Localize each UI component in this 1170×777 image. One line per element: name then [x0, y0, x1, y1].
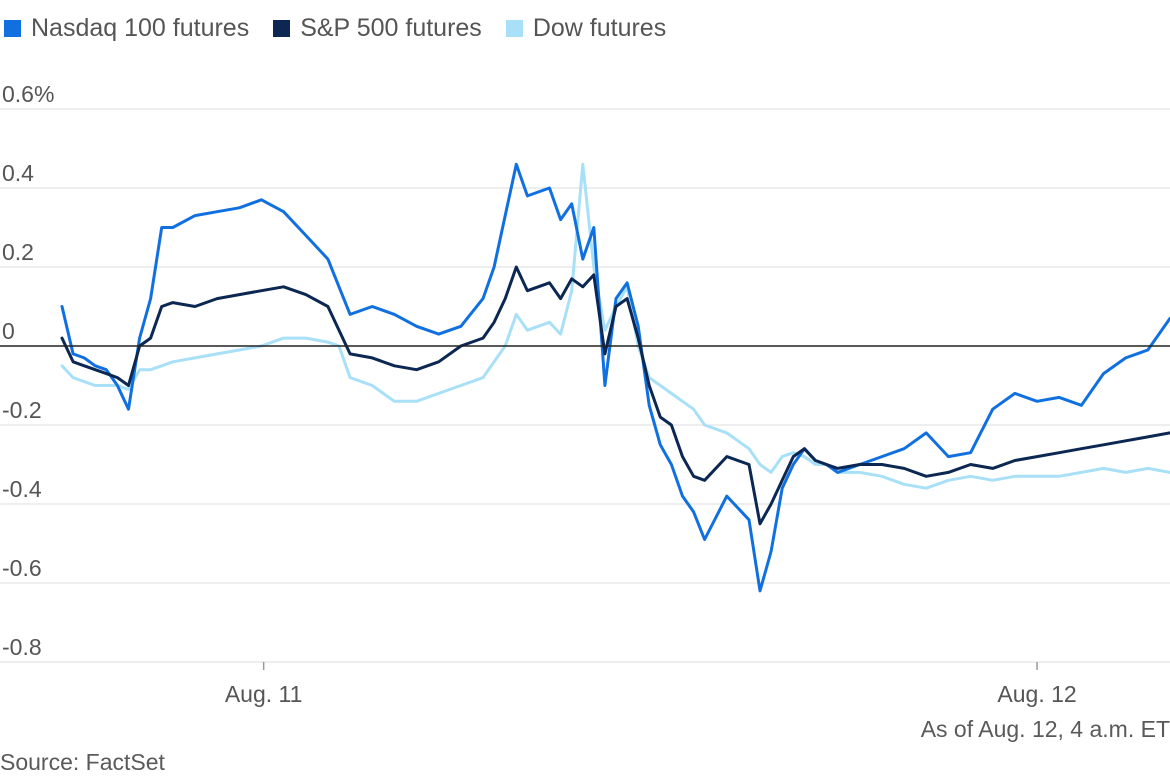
legend-item-dow: Dow futures: [505, 14, 667, 43]
y-tick-label-4: -0.2: [2, 397, 42, 423]
x-tick-label-0: Aug. 11: [225, 681, 303, 707]
legend-swatch-sp500: [273, 20, 291, 37]
series-line-0: [60, 162, 1170, 593]
series-line-1: [60, 265, 1170, 526]
legend-item-sp500: S&P 500 futures: [273, 14, 482, 43]
y-tick-label-0: 0.6%: [2, 81, 54, 107]
legend-label-dow: Dow futures: [532, 14, 667, 42]
y-tick-label-1: 0.4: [2, 160, 34, 186]
as-of-note: As of Aug. 12, 4 a.m. ET: [920, 716, 1170, 742]
series-line-2: [60, 162, 1170, 490]
chart-legend: Nasdaq 100 futures S&P 500 futures Dow f…: [4, 14, 666, 43]
source-note: Source: FactSet: [0, 749, 165, 775]
y-tick-label-6: -0.6: [2, 555, 42, 581]
y-tick-label-3: 0: [2, 318, 15, 344]
y-tick-label-2: 0.2: [2, 239, 34, 265]
x-tick-label-1: Aug. 12: [997, 681, 1076, 707]
y-tick-label-5: -0.4: [2, 476, 42, 502]
legend-label-nasdaq: Nasdaq 100 futures: [31, 14, 250, 42]
y-tick-label-7: -0.8: [2, 634, 42, 660]
legend-item-nasdaq: Nasdaq 100 futures: [4, 14, 249, 43]
legend-swatch-nasdaq: [4, 20, 21, 37]
legend-label-sp500: S&P 500 futures: [300, 14, 482, 42]
legend-swatch-dow: [505, 20, 523, 37]
